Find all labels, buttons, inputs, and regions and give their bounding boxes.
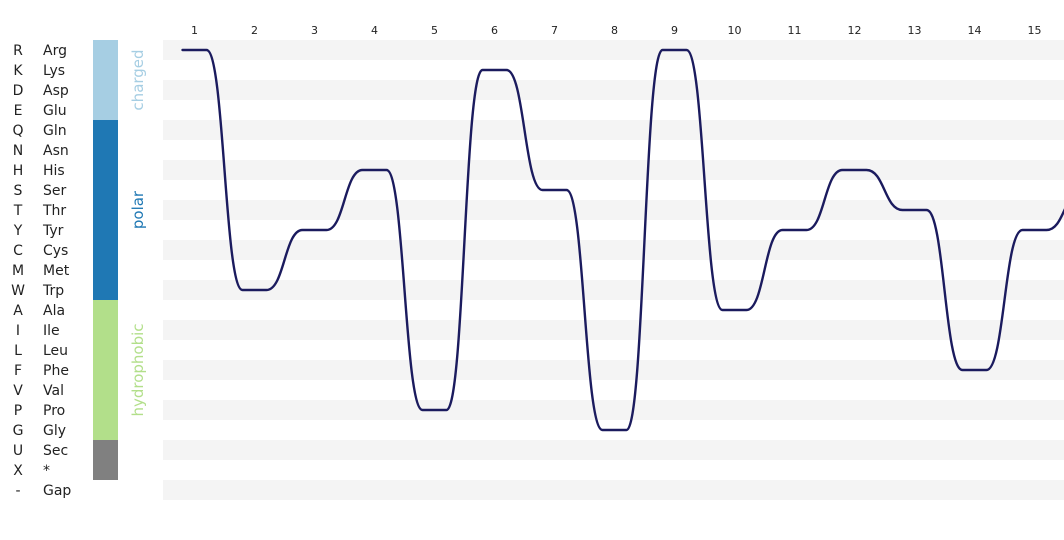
residue-name: * [43, 463, 50, 479]
residue-name: Thr [42, 203, 66, 219]
row-band [163, 240, 1064, 260]
residue-code: H [13, 163, 24, 179]
position-label: 7 [551, 24, 558, 37]
group-bar [93, 440, 118, 480]
residue-name: Ile [43, 323, 60, 339]
residue-code: Q [12, 123, 23, 139]
residue-name: Lys [43, 63, 65, 79]
residue-name: Ala [43, 303, 65, 319]
residue-code: T [13, 203, 23, 219]
residue-name: Met [43, 263, 70, 279]
position-label: 6 [491, 24, 498, 37]
residue-name: His [43, 163, 65, 179]
residue-name: Gln [43, 123, 67, 139]
position-label: 10 [728, 24, 742, 37]
row-band [163, 200, 1064, 220]
position-label: 15 [1028, 24, 1042, 37]
residue-name: Sec [43, 443, 68, 459]
residue-code: I [16, 323, 20, 339]
position-label: 2 [251, 24, 258, 37]
group-label: hydrophobic [129, 323, 147, 416]
residue-name: Gly [43, 423, 66, 439]
residue-code: F [14, 363, 22, 379]
group-label: polar [129, 190, 147, 229]
group-bar [93, 120, 118, 300]
residue-name: Ser [43, 183, 67, 199]
residue-code: A [13, 303, 23, 319]
residue-name: Tyr [42, 223, 64, 239]
series-lines [181, 48, 1064, 432]
position-label: 9 [671, 24, 678, 37]
residue-name: Leu [43, 343, 68, 359]
residue-name: Pro [43, 403, 65, 419]
residue-code: X [13, 463, 23, 479]
residue-code: N [13, 143, 23, 159]
residue-name: Trp [42, 283, 64, 299]
position-label: 12 [848, 24, 862, 37]
row-bands [163, 40, 1064, 500]
group-label: charged [129, 49, 147, 110]
residue-name: Asn [43, 143, 69, 159]
row-band [163, 160, 1064, 180]
residue-names: Arg Lys Asp Glu Gln Asn His Ser Thr Tyr Cys Met Trp A… [42, 43, 71, 499]
residue-code: D [13, 83, 24, 99]
residue-name: Phe [43, 363, 69, 379]
position-label: 4 [371, 24, 378, 37]
residue-code: V [13, 383, 23, 399]
residue-code: P [14, 403, 22, 419]
residue-name: Gap [43, 483, 71, 499]
position-label: 14 [968, 24, 982, 37]
residue-code: U [13, 443, 23, 459]
row-band [163, 440, 1064, 460]
position-label: 3 [311, 24, 318, 37]
position-label: 13 [908, 24, 922, 37]
residue-code: Y [13, 223, 23, 239]
row-band [163, 120, 1064, 140]
residue-name: Arg [43, 43, 67, 59]
row-band [163, 320, 1064, 340]
row-band [163, 280, 1064, 300]
position-label: 5 [431, 24, 438, 37]
residue-code: R [13, 43, 23, 59]
group-bar [93, 300, 118, 440]
position-labels: 1 2 3 4 5 6 7 8 9 10 11 12 13 14 15 [191, 24, 1042, 37]
residue-name: Asp [43, 83, 69, 99]
residue-code: K [13, 63, 23, 79]
residue-name: Glu [43, 103, 67, 119]
row-band [163, 480, 1064, 500]
group-bars: charged polar hydrophobic [93, 40, 147, 480]
position-label: 1 [191, 24, 198, 37]
position-label: 8 [611, 24, 618, 37]
row-band [163, 40, 1064, 60]
residue-code: C [13, 243, 23, 259]
residue-code: W [11, 283, 25, 299]
residue-name: Cys [43, 243, 68, 259]
series-line [181, 48, 1064, 432]
row-band [163, 400, 1064, 420]
residue-code: M [12, 263, 24, 279]
position-label: 11 [788, 24, 802, 37]
residue-code: S [14, 183, 23, 199]
residue-code: E [14, 103, 23, 119]
residue-name: Val [43, 383, 64, 399]
residue-code: - [15, 483, 20, 499]
group-bar [93, 40, 118, 120]
row-band [163, 80, 1064, 100]
residue-code: L [14, 343, 22, 359]
residue-code: G [13, 423, 24, 439]
row-band [163, 360, 1064, 380]
